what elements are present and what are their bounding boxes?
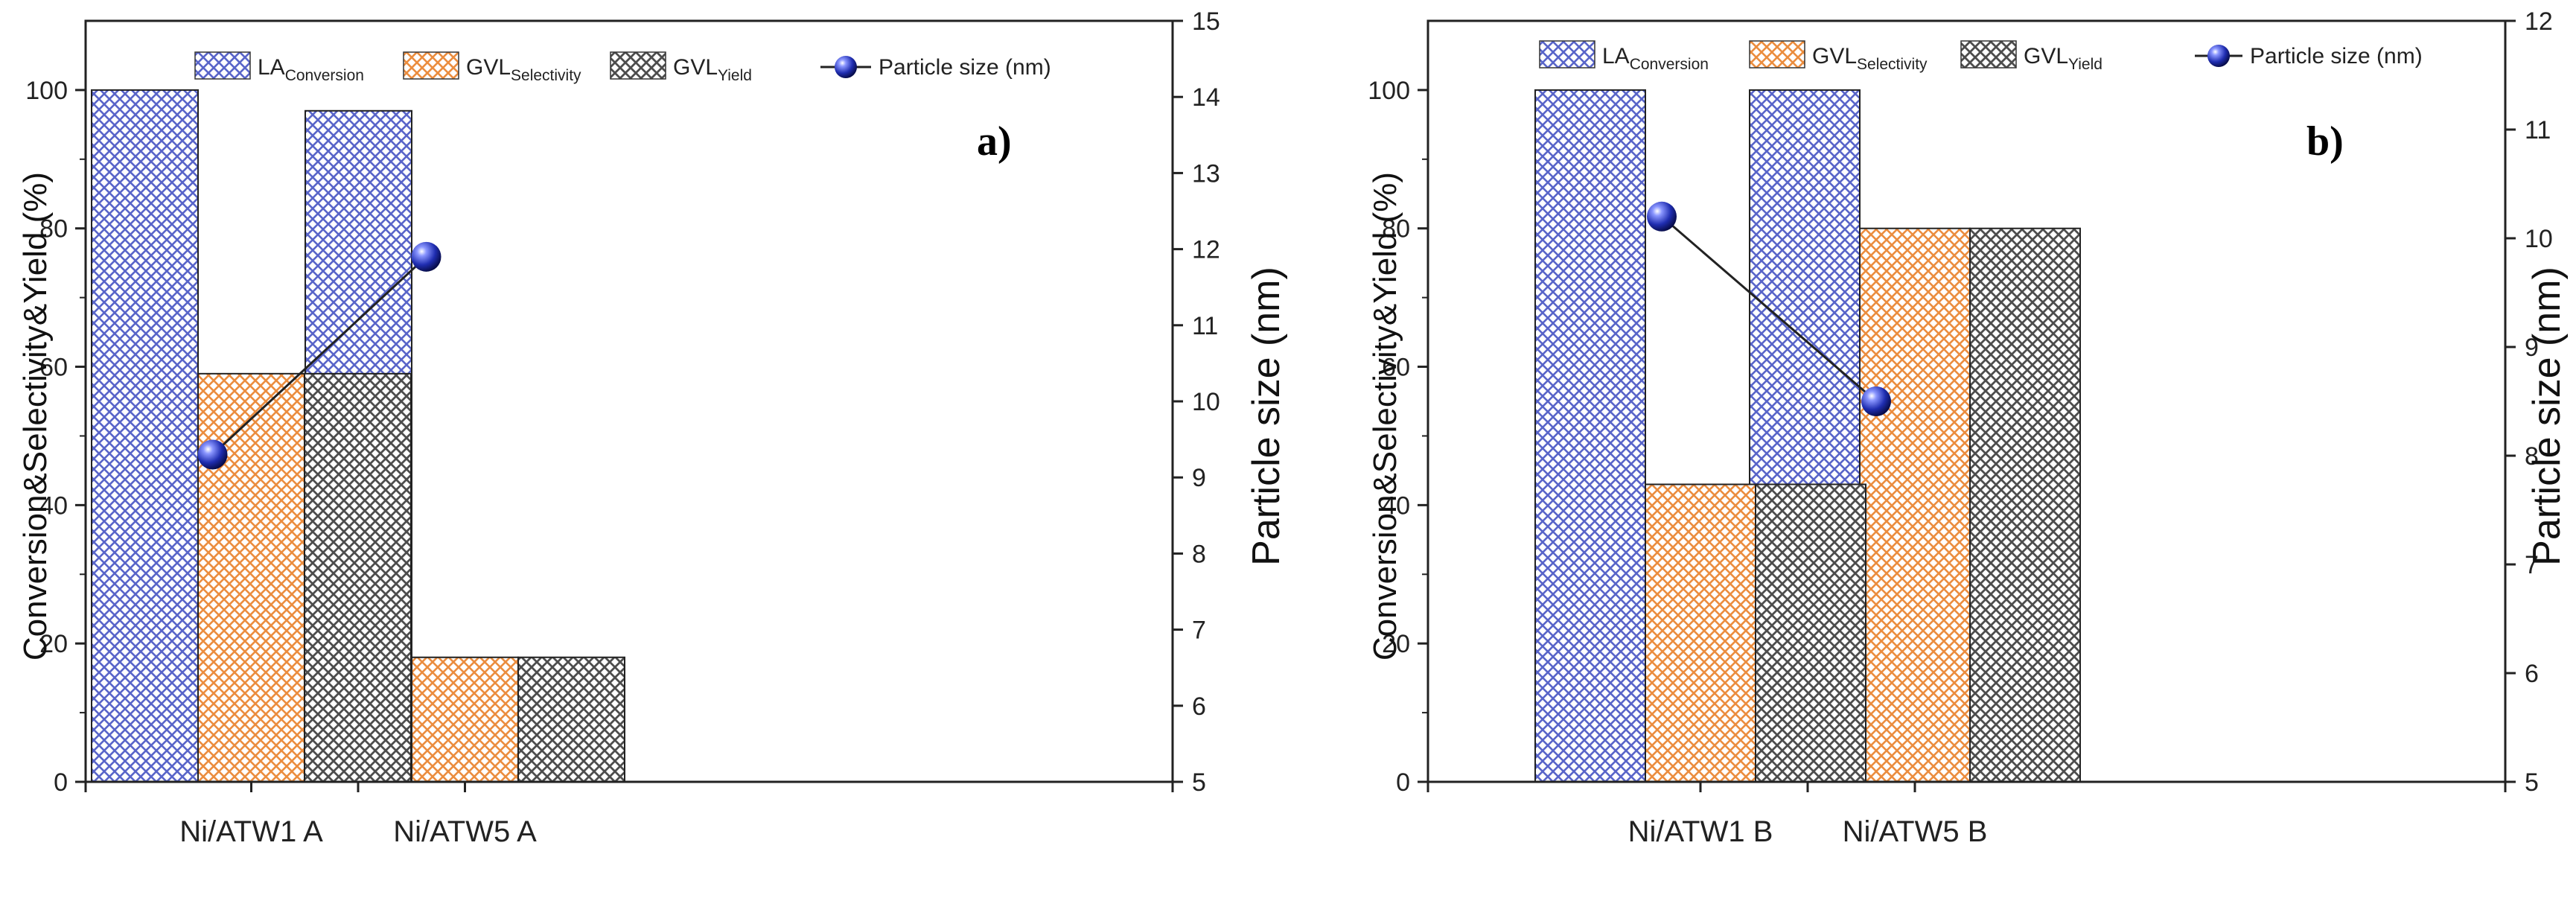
right-tick-label: 5 [1192, 768, 1206, 797]
legend-swatch-gvl-yield [610, 51, 666, 80]
legend-swatch-la [194, 51, 251, 80]
bars [91, 89, 625, 783]
particle-size-line [1661, 215, 1877, 403]
bar-la-1 [1534, 89, 1646, 783]
right-tick-label: 12 [1192, 236, 1220, 264]
left-tick-label: 80 [39, 215, 68, 243]
y2-axis-title: Particle size (nm) [1245, 267, 1288, 566]
right-tick-label: 11 [1192, 312, 1218, 340]
left-tick-label: 0 [1396, 768, 1410, 797]
plot-frame [1426, 19, 2507, 783]
category-label-1: Ni/ATW1 A [179, 815, 323, 848]
left-tick-label: 60 [1382, 354, 1410, 382]
legend-a: LAConversion GVLSelectivity GVLYield Par… [194, 51, 1051, 84]
legend-label-la: LAConversion [1602, 44, 1709, 73]
left-axis-ticks: 0 20 40 60 80 100 [25, 77, 86, 797]
left-tick-label: 20 [39, 630, 68, 658]
panel-b: 0 20 40 60 80 100 5 6 7 8 9 10 11 12 Ni/ATW1 B Ni/ATW5 … [1367, 7, 2569, 848]
bar-gvl_sel-1 [197, 372, 305, 783]
right-tick-label: 8 [1192, 540, 1206, 568]
right-tick-label: 6 [2525, 660, 2539, 688]
left-tick-label: 40 [1382, 491, 1410, 520]
bar-gvl_yield-1 [1755, 483, 1866, 783]
left-tick-label: 0 [54, 768, 68, 797]
bar-gvl_sel-1 [1645, 483, 1756, 783]
left-tick-label: 100 [1368, 77, 1410, 105]
left-tick-label: 60 [39, 354, 68, 382]
bars [1534, 89, 2081, 783]
bar-gvl_yield-2 [1969, 227, 2081, 783]
right-tick-label: 7 [2525, 551, 2539, 579]
legend-label-particle: Particle size (nm) [2250, 44, 2423, 69]
right-tick-label: 10 [1192, 388, 1220, 416]
particle-size-point-1 [197, 439, 228, 470]
bar-gvl_sel-2 [1859, 227, 1971, 783]
bar-la-1 [91, 89, 199, 783]
right-tick-label: 14 [1192, 83, 1220, 112]
panel-label: b) [2306, 118, 2344, 165]
right-axis-ticks: 5 6 7 8 9 10 11 12 13 14 15 [1173, 7, 1220, 797]
right-tick-label: 6 [1192, 692, 1206, 721]
right-tick-label: 7 [1192, 617, 1206, 645]
left-tick-label: 40 [39, 491, 68, 520]
legend-b: LAConversion GVLSelectivity GVLYield Par… [1539, 40, 2423, 73]
bar-gvl_yield-2 [517, 656, 625, 783]
right-tick-label: 9 [2525, 334, 2539, 362]
legend-label-gvl-selectivity: GVLSelectivity [466, 55, 581, 84]
legend-marker-particle [835, 56, 857, 78]
y2-axis-title: Particle size (nm) [2525, 267, 2569, 566]
right-tick-label: 11 [2525, 116, 2551, 144]
category-label-2: Ni/ATW5 B [1843, 815, 1988, 848]
legend-swatch-la [1539, 40, 1595, 69]
particle-size-point-2 [1861, 386, 1891, 416]
category-label-1: Ni/ATW1 B [1628, 815, 1773, 848]
particle-size-line [211, 255, 427, 456]
bar-gvl_sel-2 [411, 656, 519, 783]
x-axis: Ni/ATW1 B Ni/ATW5 B [1426, 782, 2507, 848]
legend-label-gvl-yield: GVLYield [673, 55, 752, 84]
y-axis-title: Conversion&Selectivity&Yield (%) [17, 172, 54, 660]
category-label-2: Ni/ATW5 A [393, 815, 537, 848]
right-tick-label: 13 [1192, 159, 1220, 188]
right-tick-label: 15 [1192, 7, 1220, 36]
particle-size-point-2 [411, 241, 441, 272]
legend-label-particle: Particle size (nm) [879, 55, 1051, 80]
legend-marker-particle [2207, 45, 2230, 67]
left-tick-label: 80 [1382, 215, 1410, 243]
legend-label-gvl-yield: GVLYield [2024, 44, 2102, 73]
legend-swatch-gvl-yield [1960, 40, 2017, 69]
left-tick-label: 20 [1382, 630, 1410, 658]
left-axis-ticks: 0 20 40 60 80 100 [1368, 77, 1428, 797]
right-tick-label: 8 [2525, 442, 2539, 471]
panel-label: a) [977, 118, 1012, 165]
left-tick-label: 100 [25, 77, 68, 105]
legend-swatch-gvl-selectivity [403, 51, 459, 80]
right-tick-label: 10 [2525, 225, 2553, 253]
legend-swatch-gvl-selectivity [1749, 40, 1805, 69]
right-tick-label: 5 [2525, 768, 2539, 797]
legend-label-la: LAConversion [258, 55, 364, 84]
right-tick-label: 9 [1192, 464, 1206, 492]
particle-size-point-1 [1647, 201, 1677, 232]
right-tick-label: 12 [2525, 7, 2553, 36]
right-axis-ticks: 5 6 7 8 9 10 11 12 [2505, 7, 2553, 797]
bar-gvl_yield-1 [304, 372, 412, 783]
y-axis-title: Conversion&Selectivity&Yield (%) [1367, 172, 1403, 660]
legend-label-gvl-selectivity: GVLSelectivity [1812, 44, 1928, 73]
x-axis: Ni/ATW1 A Ni/ATW5 A [84, 782, 1174, 848]
